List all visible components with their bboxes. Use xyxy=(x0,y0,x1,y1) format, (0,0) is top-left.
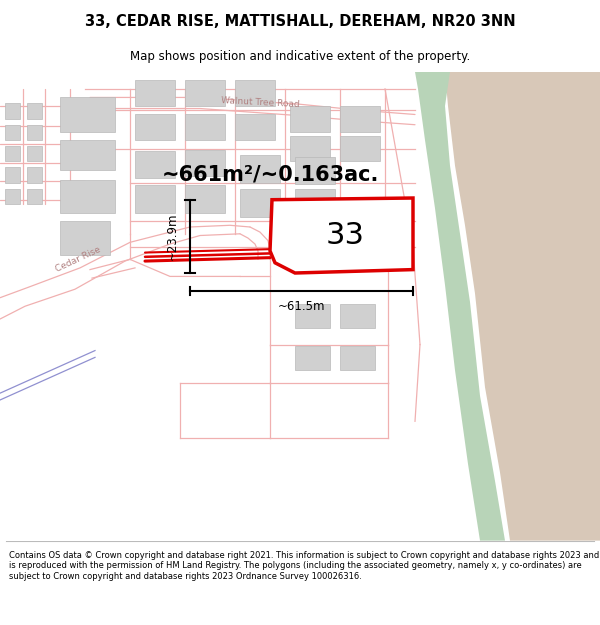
Text: Walnut Tree Road: Walnut Tree Road xyxy=(221,96,299,109)
Bar xyxy=(135,185,175,213)
Bar xyxy=(27,146,42,161)
Bar xyxy=(295,304,330,328)
Bar xyxy=(290,106,330,131)
Text: 33: 33 xyxy=(325,221,365,250)
Polygon shape xyxy=(445,72,600,541)
Bar xyxy=(290,136,330,161)
Bar xyxy=(5,189,20,204)
Text: ~661m²/~0.163ac.: ~661m²/~0.163ac. xyxy=(161,164,379,184)
Bar xyxy=(295,189,335,217)
Bar xyxy=(295,236,330,259)
Bar xyxy=(60,98,115,131)
Bar xyxy=(60,140,115,170)
Bar xyxy=(27,189,42,204)
Polygon shape xyxy=(415,72,505,541)
Bar xyxy=(5,103,20,119)
Bar xyxy=(27,168,42,182)
Bar xyxy=(27,125,42,140)
Text: ~23.9m: ~23.9m xyxy=(166,213,179,260)
Bar xyxy=(60,180,115,213)
Bar xyxy=(135,151,175,178)
Bar xyxy=(185,114,225,140)
Bar xyxy=(235,81,275,106)
Bar xyxy=(185,185,225,213)
Bar xyxy=(340,304,375,328)
Bar xyxy=(340,236,375,259)
Bar xyxy=(185,150,225,176)
Bar xyxy=(5,168,20,182)
Bar xyxy=(340,106,380,131)
Bar xyxy=(135,81,175,106)
Bar xyxy=(340,346,375,370)
Text: Contains OS data © Crown copyright and database right 2021. This information is : Contains OS data © Crown copyright and d… xyxy=(9,551,599,581)
Text: 33, CEDAR RISE, MATTISHALL, DEREHAM, NR20 3NN: 33, CEDAR RISE, MATTISHALL, DEREHAM, NR2… xyxy=(85,14,515,29)
Bar xyxy=(295,346,330,370)
Polygon shape xyxy=(270,198,413,273)
Bar xyxy=(5,125,20,140)
Text: ~61.5m: ~61.5m xyxy=(278,300,325,312)
Bar xyxy=(240,189,280,217)
Bar xyxy=(60,221,110,255)
Bar xyxy=(5,146,20,161)
Bar xyxy=(240,156,280,182)
Bar xyxy=(185,81,225,106)
Bar xyxy=(295,157,335,184)
Text: Cedar Rise: Cedar Rise xyxy=(54,245,102,274)
Bar xyxy=(235,114,275,140)
Bar xyxy=(135,114,175,140)
Bar xyxy=(340,136,380,161)
Bar xyxy=(27,103,42,119)
Text: Map shows position and indicative extent of the property.: Map shows position and indicative extent… xyxy=(130,49,470,62)
